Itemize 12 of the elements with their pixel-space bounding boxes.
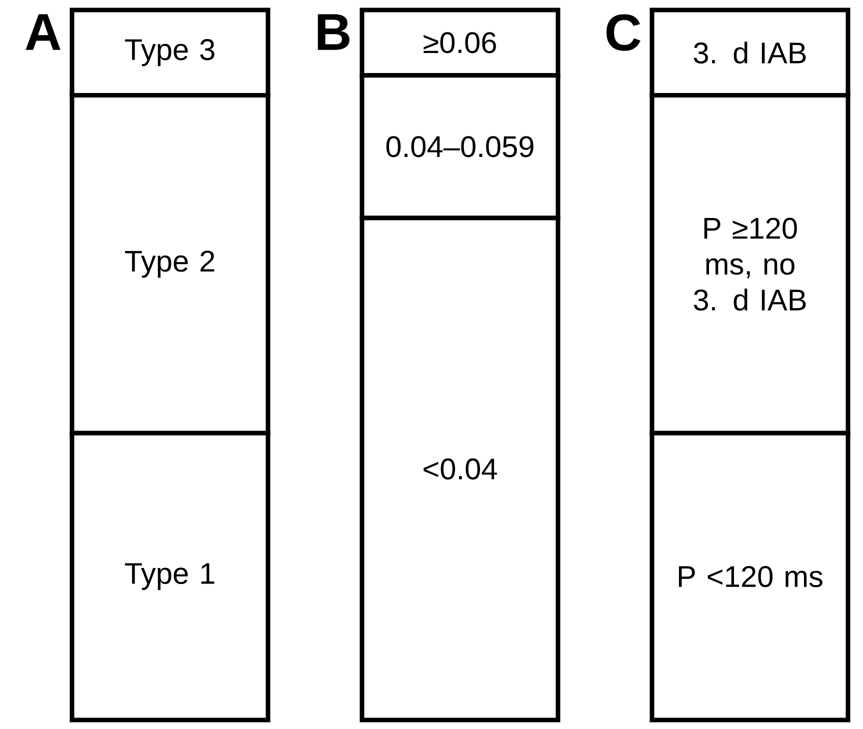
series-label: Type 1	[124, 563, 214, 590]
chart-title: B	[318, 14, 350, 50]
series-label: Type 3	[124, 39, 214, 66]
series-label: ≥0.06	[424, 32, 496, 54]
series-label: <0.04	[424, 458, 497, 480]
series-label: 0.04–0.059	[386, 136, 534, 158]
series-label: 3. d IAB	[694, 42, 806, 64]
series-label: Type 2	[124, 250, 214, 278]
chart-title: A	[26, 14, 60, 50]
series-label: P <120 ms	[678, 566, 822, 588]
chart-title: C	[606, 14, 640, 51]
series-label: P ≥120 ms, no 3. d IAB	[694, 218, 806, 311]
